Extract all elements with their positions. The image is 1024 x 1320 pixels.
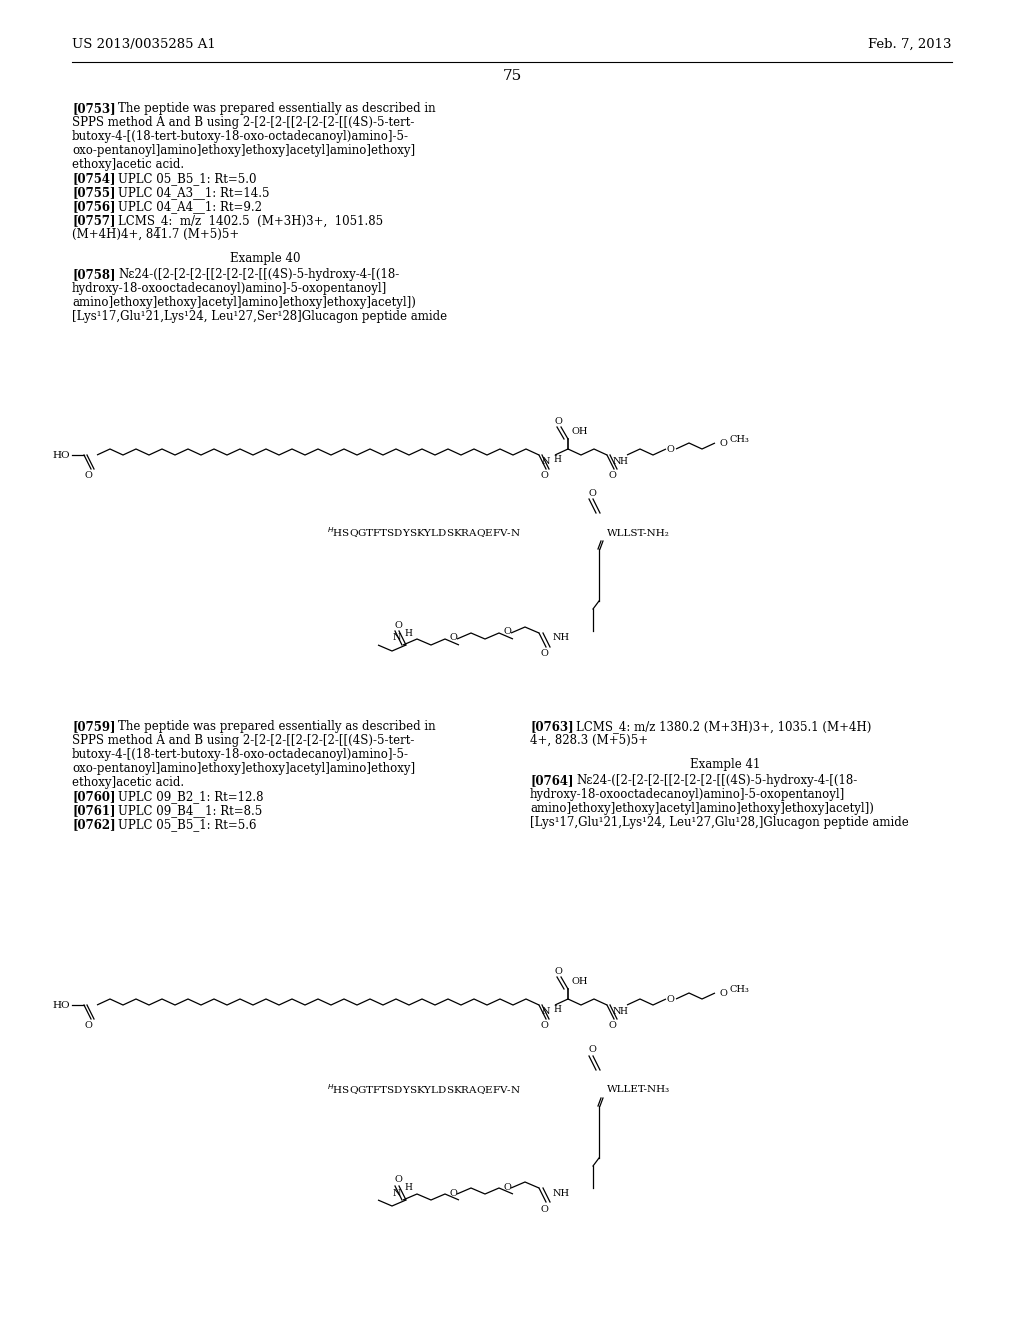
Text: ethoxy]acetic acid.: ethoxy]acetic acid. — [72, 158, 184, 172]
Text: O: O — [608, 1022, 616, 1031]
Text: 75: 75 — [503, 69, 521, 83]
Text: WLLET-NH₃: WLLET-NH₃ — [607, 1085, 670, 1094]
Text: $^{H}$HSQGTFTSDYSKYLDSKRAQEFV-N: $^{H}$HSQGTFTSDYSKYLDSKRAQEFV-N — [327, 525, 521, 540]
Text: US 2013/0035285 A1: US 2013/0035285 A1 — [72, 38, 216, 51]
Text: [0760]: [0760] — [72, 789, 116, 803]
Text: butoxy-4-[(18-tert-butoxy-18-oxo-octadecanoyl)amino]-5-: butoxy-4-[(18-tert-butoxy-18-oxo-octadec… — [72, 129, 409, 143]
Text: UPLC 09_B2_1: Rt=12.8: UPLC 09_B2_1: Rt=12.8 — [118, 789, 263, 803]
Text: [Lys¹17,Glu¹21,Lys¹24, Leu¹27,Ser¹28]Glucagon peptide amide: [Lys¹17,Glu¹21,Lys¹24, Leu¹27,Ser¹28]Glu… — [72, 310, 447, 323]
Text: oxo-pentanoyl]amino]ethoxy]ethoxy]acetyl]amino]ethoxy]: oxo-pentanoyl]amino]ethoxy]ethoxy]acetyl… — [72, 762, 415, 775]
Text: [0761]: [0761] — [72, 804, 116, 817]
Text: O: O — [554, 966, 562, 975]
Text: OH: OH — [571, 977, 588, 986]
Text: O: O — [394, 620, 402, 630]
Text: [0763]: [0763] — [530, 719, 573, 733]
Text: UPLC 05_B5_1: Rt=5.6: UPLC 05_B5_1: Rt=5.6 — [118, 818, 256, 832]
Text: [0754]: [0754] — [72, 172, 116, 185]
Text: O: O — [588, 488, 596, 498]
Text: H: H — [618, 1006, 627, 1015]
Text: CH₃: CH₃ — [729, 986, 749, 994]
Text: O: O — [540, 1204, 548, 1213]
Text: O: O — [84, 1020, 92, 1030]
Text: H: H — [618, 457, 627, 466]
Text: HO: HO — [52, 1001, 70, 1010]
Text: Nε24-([2-[2-[2-[[2-[2-[2-[[(4S)-5-hydroxy-4-[(18-: Nε24-([2-[2-[2-[[2-[2-[2-[[(4S)-5-hydrox… — [575, 774, 857, 787]
Text: O: O — [540, 1022, 548, 1031]
Text: H: H — [553, 1005, 561, 1014]
Text: butoxy-4-[(18-tert-butoxy-18-oxo-octadecanoyl)amino]-5-: butoxy-4-[(18-tert-butoxy-18-oxo-octadec… — [72, 748, 409, 762]
Text: $^{H}$HSQGTFTSDYSKYLDSKRAQEFV-N: $^{H}$HSQGTFTSDYSKYLDSKRAQEFV-N — [327, 1082, 521, 1097]
Text: Example 40: Example 40 — [229, 252, 300, 265]
Text: N: N — [613, 1006, 622, 1015]
Text: O: O — [666, 445, 674, 454]
Text: amino]ethoxy]ethoxy]acetyl]amino]ethoxy]ethoxy]acetyl]): amino]ethoxy]ethoxy]acetyl]amino]ethoxy]… — [530, 803, 873, 814]
Text: amino]ethoxy]ethoxy]acetyl]amino]ethoxy]ethoxy]acetyl]): amino]ethoxy]ethoxy]acetyl]amino]ethoxy]… — [72, 296, 416, 309]
Text: N: N — [542, 1007, 550, 1016]
Text: SPPS method A and B using 2-[2-[2-[[2-[2-[2-[[(4S)-5-tert-: SPPS method A and B using 2-[2-[2-[[2-[2… — [72, 116, 415, 129]
Text: SPPS method A and B using 2-[2-[2-[[2-[2-[2-[[(4S)-5-tert-: SPPS method A and B using 2-[2-[2-[[2-[2… — [72, 734, 415, 747]
Text: LCMS_4:  m/z  1402.5  (M+3H)3+,  1051.85: LCMS_4: m/z 1402.5 (M+3H)3+, 1051.85 — [118, 214, 383, 227]
Text: hydroxy-18-oxooctadecanoyl)amino]-5-oxopentanoyl]: hydroxy-18-oxooctadecanoyl)amino]-5-oxop… — [72, 282, 387, 294]
Text: hydroxy-18-oxooctadecanoyl)amino]-5-oxopentanoyl]: hydroxy-18-oxooctadecanoyl)amino]-5-oxop… — [530, 788, 845, 801]
Text: [0756]: [0756] — [72, 201, 116, 213]
Text: UPLC 05_B5_1: Rt=5.0: UPLC 05_B5_1: Rt=5.0 — [118, 172, 256, 185]
Text: [0755]: [0755] — [72, 186, 116, 199]
Text: NH: NH — [553, 1188, 570, 1197]
Text: O: O — [394, 1176, 402, 1184]
Text: [0757]: [0757] — [72, 214, 116, 227]
Text: The peptide was prepared essentially as described in: The peptide was prepared essentially as … — [118, 102, 435, 115]
Text: WLLST-NH₂: WLLST-NH₂ — [607, 528, 670, 537]
Text: O: O — [540, 471, 548, 480]
Text: N: N — [393, 1188, 401, 1197]
Text: N: N — [393, 634, 401, 643]
Text: O: O — [504, 1183, 512, 1192]
Text: 4+, 828.3 (M+5)5+: 4+, 828.3 (M+5)5+ — [530, 734, 648, 747]
Text: [0753]: [0753] — [72, 102, 116, 115]
Text: Example 41: Example 41 — [690, 758, 760, 771]
Text: H: H — [404, 1184, 412, 1192]
Text: O: O — [588, 1045, 596, 1055]
Text: [0764]: [0764] — [530, 774, 573, 787]
Text: H: H — [404, 628, 412, 638]
Text: UPLC 09_B4__1: Rt=8.5: UPLC 09_B4__1: Rt=8.5 — [118, 804, 262, 817]
Text: N: N — [542, 458, 550, 466]
Text: (M+4H)4+, 841.7 (M+5)5+: (M+4H)4+, 841.7 (M+5)5+ — [72, 228, 240, 242]
Text: [0758]: [0758] — [72, 268, 116, 281]
Text: [0759]: [0759] — [72, 719, 116, 733]
Text: O: O — [719, 989, 727, 998]
Text: [Lys¹17,Glu¹21,Lys¹24, Leu¹27,Glu¹28,]Glucagon peptide amide: [Lys¹17,Glu¹21,Lys¹24, Leu¹27,Glu¹28,]Gl… — [530, 816, 908, 829]
Text: ethoxy]acetic acid.: ethoxy]acetic acid. — [72, 776, 184, 789]
Text: oxo-pentanoyl]amino]ethoxy]ethoxy]acetyl]amino]ethoxy]: oxo-pentanoyl]amino]ethoxy]ethoxy]acetyl… — [72, 144, 415, 157]
Text: HO: HO — [52, 450, 70, 459]
Text: H: H — [553, 454, 561, 463]
Text: O: O — [666, 994, 674, 1003]
Text: O: O — [719, 438, 727, 447]
Text: Nε24-([2-[2-[2-[[2-[2-[2-[[(4S)-5-hydroxy-4-[(18-: Nε24-([2-[2-[2-[[2-[2-[2-[[(4S)-5-hydrox… — [118, 268, 399, 281]
Text: Feb. 7, 2013: Feb. 7, 2013 — [868, 38, 952, 51]
Text: UPLC 04_A4__1: Rt=9.2: UPLC 04_A4__1: Rt=9.2 — [118, 201, 262, 213]
Text: NH: NH — [553, 634, 570, 643]
Text: O: O — [450, 1188, 458, 1197]
Text: O: O — [554, 417, 562, 425]
Text: OH: OH — [571, 426, 588, 436]
Text: UPLC 04_A3__1: Rt=14.5: UPLC 04_A3__1: Rt=14.5 — [118, 186, 269, 199]
Text: The peptide was prepared essentially as described in: The peptide was prepared essentially as … — [118, 719, 435, 733]
Text: O: O — [540, 649, 548, 659]
Text: CH₃: CH₃ — [729, 436, 749, 445]
Text: O: O — [450, 634, 458, 643]
Text: O: O — [504, 627, 512, 636]
Text: N: N — [613, 457, 622, 466]
Text: LCMS_4: m/z 1380.2 (M+3H)3+, 1035.1 (M+4H): LCMS_4: m/z 1380.2 (M+3H)3+, 1035.1 (M+4… — [575, 719, 871, 733]
Text: [0762]: [0762] — [72, 818, 116, 832]
Text: O: O — [84, 470, 92, 479]
Text: O: O — [608, 471, 616, 480]
